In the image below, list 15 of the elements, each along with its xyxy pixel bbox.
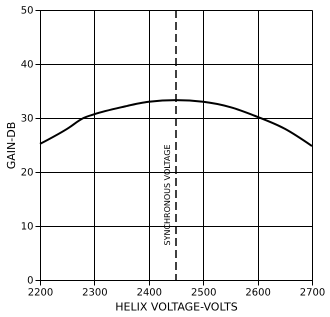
x-tick-label: 2300 bbox=[82, 288, 108, 298]
x-tick-label: 2200 bbox=[28, 288, 54, 298]
y-axis-title: GAIN-DB bbox=[4, 122, 18, 170]
y-tick-label: 30 bbox=[20, 114, 34, 124]
x-axis-title: HELIX VOLTAGE-VOLTS bbox=[115, 300, 238, 314]
y-tick-label: 20 bbox=[20, 168, 34, 178]
y-tick-label: 10 bbox=[20, 222, 34, 232]
y-tick-label: 50 bbox=[20, 6, 34, 16]
x-tick-label: 2400 bbox=[136, 288, 162, 298]
ref-line-label: SYNCHRONOUS VOLTAGE bbox=[163, 144, 172, 246]
x-tick-label: 2700 bbox=[300, 288, 326, 298]
y-tick-label: 40 bbox=[20, 60, 34, 70]
x-tick-label: 2500 bbox=[190, 288, 216, 298]
x-tick-label: 2600 bbox=[245, 288, 271, 298]
y-tick-label: 0 bbox=[27, 276, 34, 286]
